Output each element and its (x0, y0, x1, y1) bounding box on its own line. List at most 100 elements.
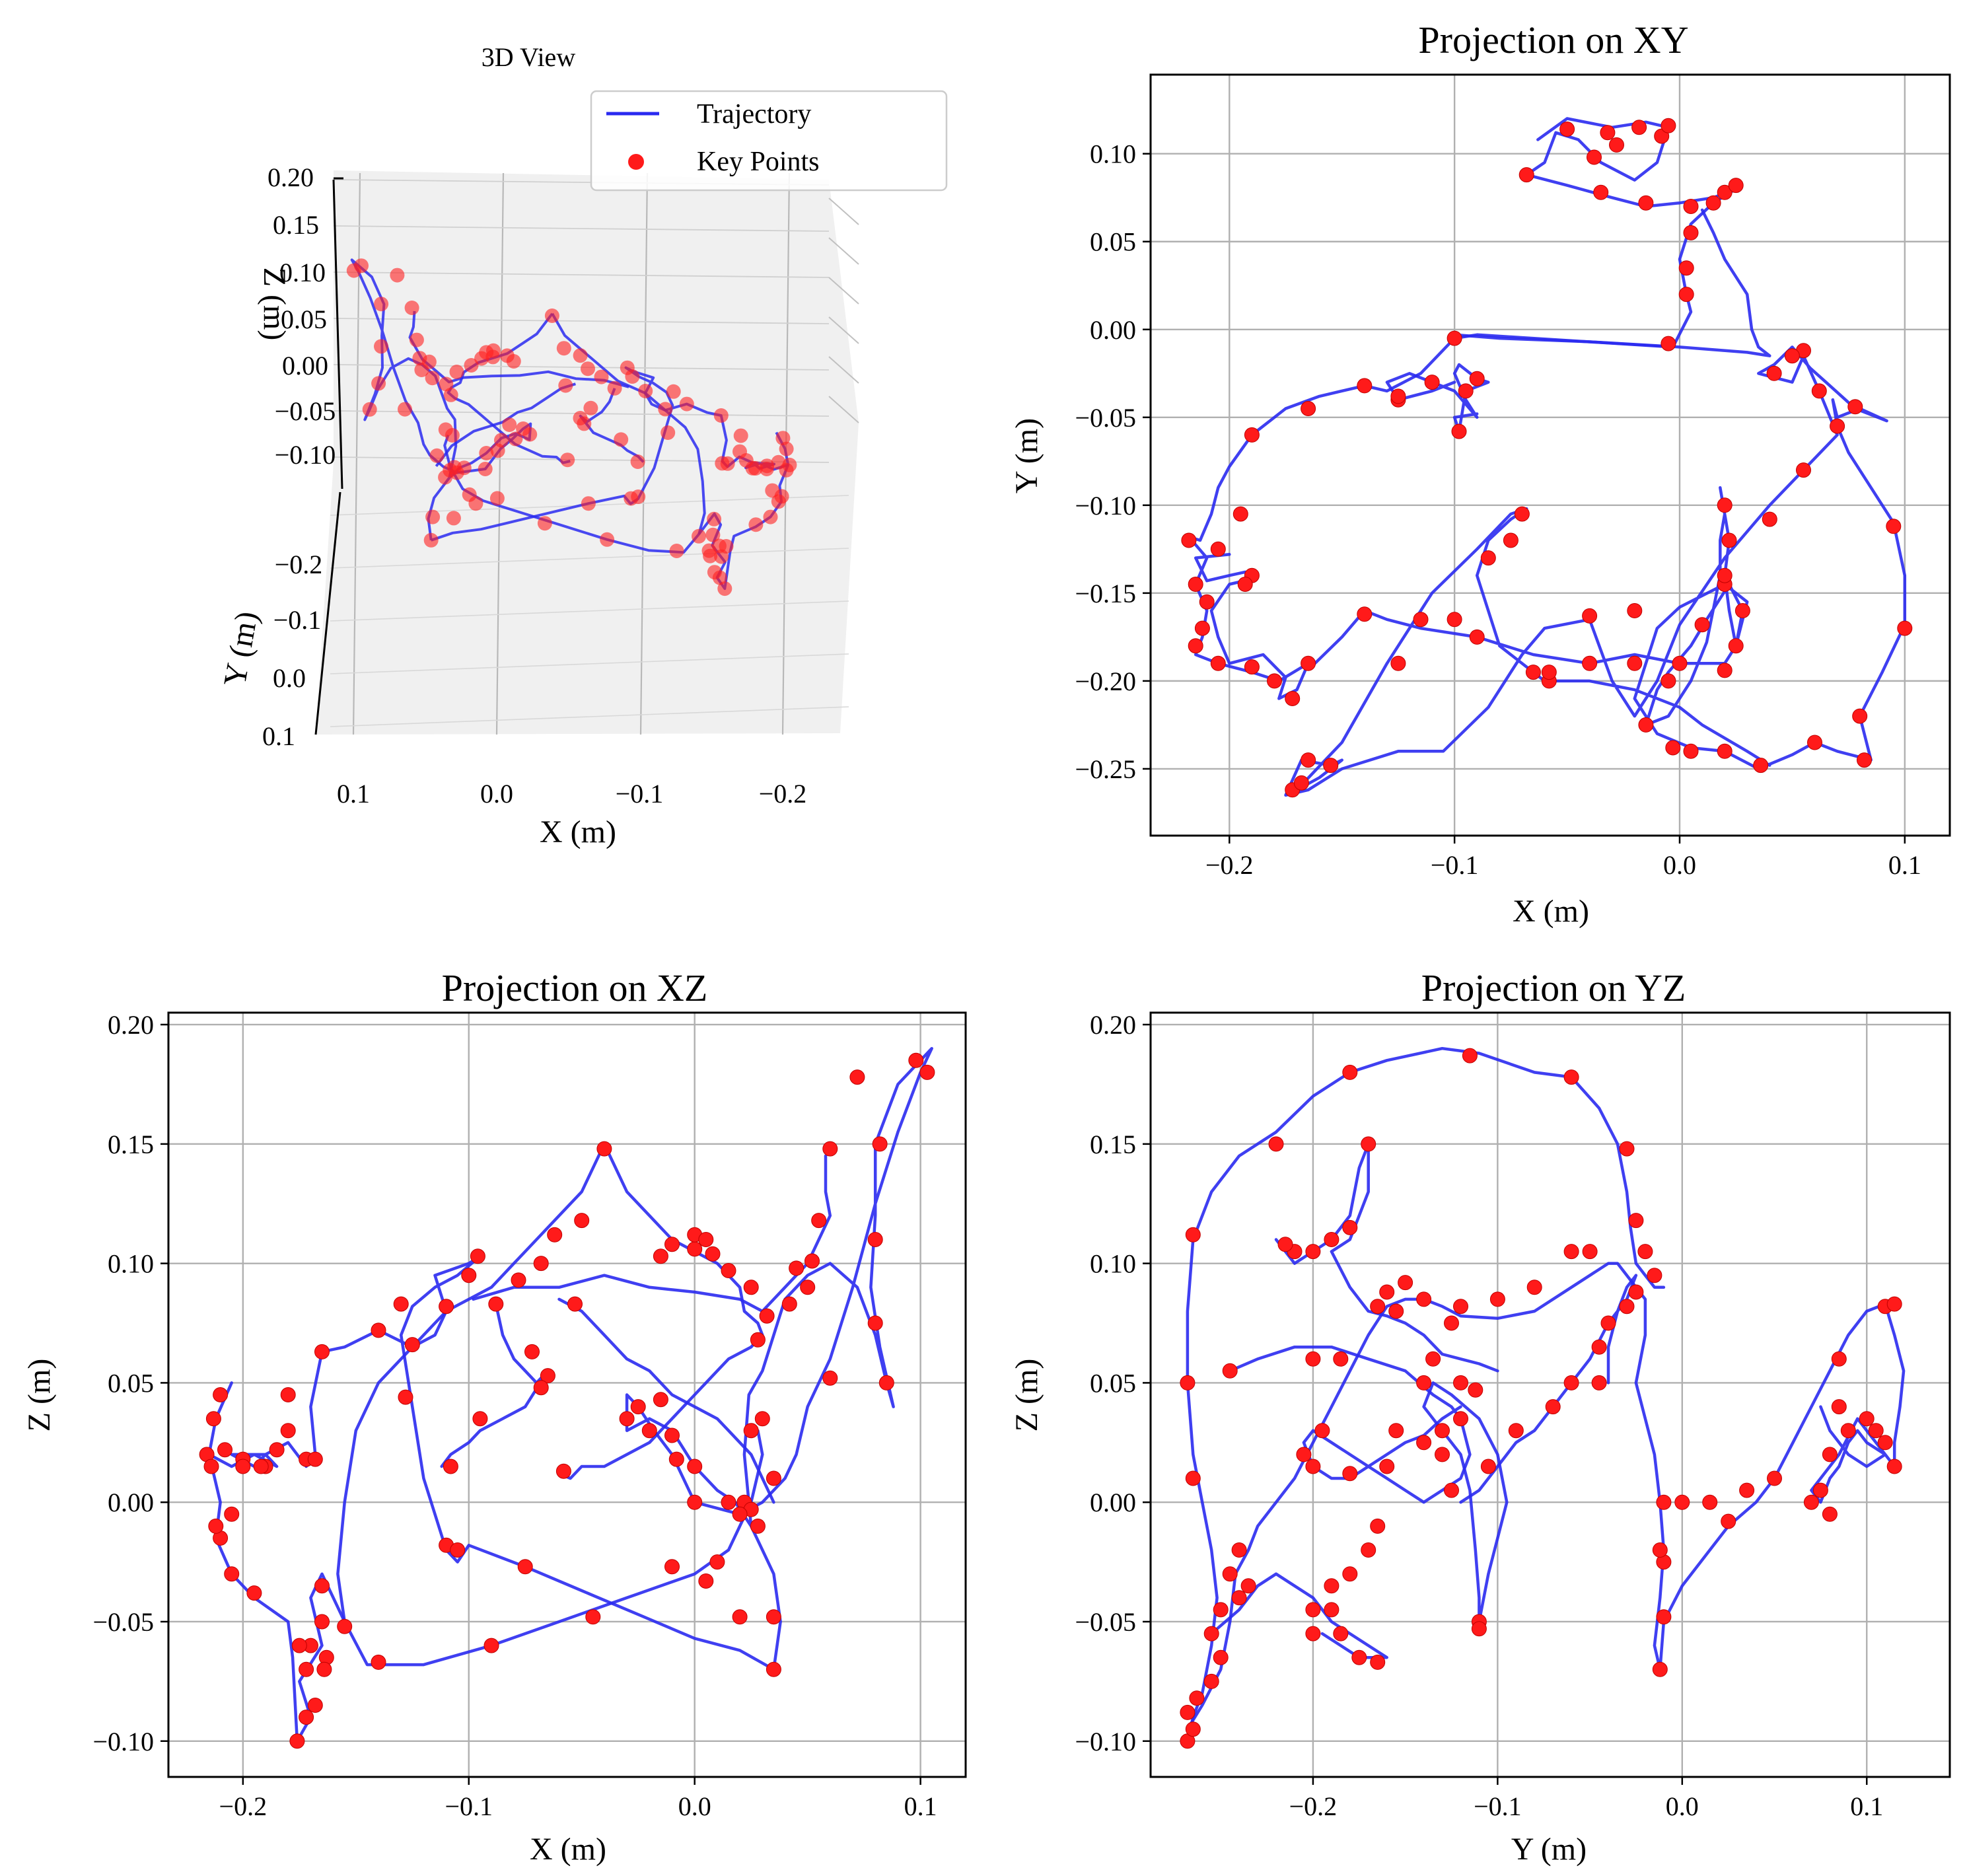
3d-z-tick-label: 0.20 (268, 162, 314, 192)
3d-key-point (508, 431, 523, 447)
key-point (443, 1459, 458, 1474)
key-point (1213, 1649, 1229, 1665)
key-point (1435, 1447, 1450, 1462)
y-tick-label: 0.00 (1090, 1488, 1136, 1517)
key-point (1277, 1237, 1293, 1252)
3d-key-point (423, 532, 439, 548)
key-point (1661, 336, 1676, 351)
3d-key-point (581, 496, 596, 511)
3d-z-tick-label: 0.00 (282, 351, 328, 380)
key-point (664, 1427, 680, 1443)
trajectory-line (1186, 1046, 1666, 1743)
key-point (1351, 1649, 1367, 1665)
key-point (1803, 1494, 1819, 1510)
yz-y-axis-label: Z (m) (1009, 1359, 1044, 1432)
key-point (291, 1638, 307, 1653)
key-point (253, 1459, 269, 1474)
key-point (1324, 1602, 1340, 1618)
yz-data (1180, 1046, 1906, 1749)
3d-z-tick-label: 0.10 (279, 258, 326, 287)
x-tick-label: −0.1 (1474, 1791, 1522, 1821)
key-point (555, 1463, 571, 1479)
key-point (1357, 378, 1373, 394)
key-point (524, 1344, 540, 1359)
trajectory-line (1186, 1262, 1666, 1731)
key-point (280, 1423, 296, 1439)
key-point (721, 1263, 736, 1278)
key-point (1702, 1494, 1718, 1510)
key-point (1194, 620, 1210, 636)
key-point (1458, 383, 1474, 399)
key-point (1180, 1704, 1196, 1720)
3d-key-point (409, 332, 424, 347)
key-point (235, 1459, 251, 1474)
xy-ticks: −0.2 −0.1 0.0 0.1 −0.25 −0.20 −0.15 −0.10 −0.05 0… (1075, 139, 1921, 880)
3d-key-point (577, 416, 592, 431)
xz-ticks: −0.2 −0.1 0.0 0.1 −0.10 −0.05 0.00 0.05 0.10 0.15… (92, 1010, 937, 1821)
y-tick-label: −0.10 (92, 1727, 154, 1756)
key-point (1600, 125, 1616, 141)
y-tick-label: −0.15 (1075, 579, 1136, 608)
key-point (822, 1370, 838, 1386)
chart-projection-xy: Projection on XY −0.2 −0.1 0.0 0.1−0.25−0.2… (1009, 18, 1951, 929)
key-point (1489, 1291, 1505, 1307)
key-point (1665, 740, 1681, 756)
key-point (1503, 532, 1518, 548)
key-point (1267, 673, 1282, 689)
key-point (822, 1141, 838, 1157)
key-point (1435, 1423, 1450, 1439)
key-point (867, 1315, 883, 1331)
key-point (1728, 178, 1744, 194)
key-point (1822, 1447, 1838, 1462)
key-point (1683, 225, 1699, 240)
key-point (687, 1494, 703, 1510)
legend-box (590, 90, 948, 192)
3d-y-axis-line (314, 491, 341, 735)
key-point (1694, 617, 1710, 633)
key-point (1185, 1721, 1201, 1737)
3d-key-point (506, 354, 521, 369)
key-point (1480, 1459, 1496, 1474)
key-point (1398, 1275, 1413, 1291)
key-point (393, 1296, 409, 1312)
key-point (299, 1710, 314, 1725)
3d-key-point (445, 428, 460, 443)
key-point (450, 1542, 466, 1558)
trajectory-line (1452, 208, 1771, 357)
key-point (1210, 655, 1226, 671)
trajectory-line (1209, 1572, 1388, 1659)
key-point (371, 1654, 386, 1670)
3d-key-point (765, 483, 780, 498)
3d-key-point (438, 470, 453, 485)
key-point (743, 1280, 759, 1295)
legend-keypoints-swatch (628, 154, 644, 170)
key-point (488, 1296, 504, 1312)
key-point (1425, 1351, 1441, 1367)
key-point (205, 1411, 221, 1427)
key-point (1185, 1470, 1201, 1486)
x-tick-label: 0.0 (1663, 850, 1696, 880)
key-point (1886, 519, 1902, 534)
xz-x-axis-label: X (m) (530, 1832, 606, 1867)
key-point (1859, 1411, 1875, 1427)
trajectory-line (1187, 117, 1738, 700)
key-point (208, 1518, 224, 1534)
3d-key-point (713, 408, 729, 423)
y-tick-label: −0.20 (1075, 667, 1136, 696)
key-point (1342, 1466, 1358, 1482)
key-point (289, 1733, 305, 1749)
key-point (1469, 371, 1485, 386)
3d-grid-line (333, 225, 830, 232)
chart-title-3d: 3D View (482, 42, 576, 72)
key-point (1593, 184, 1609, 200)
key-point (337, 1618, 353, 1634)
key-point (517, 1559, 533, 1575)
xz-y-axis-label: Z (m) (22, 1359, 57, 1432)
chart-projection-yz: Projection on YZ −0.2 −0.1 0.0 0.1 −0.10 −0.0… (1009, 966, 1951, 1867)
key-point (1609, 137, 1624, 153)
xz-plot-frame (167, 1011, 967, 1778)
key-point (1296, 1447, 1312, 1462)
key-point (1416, 1375, 1432, 1390)
key-point (1305, 1244, 1321, 1260)
